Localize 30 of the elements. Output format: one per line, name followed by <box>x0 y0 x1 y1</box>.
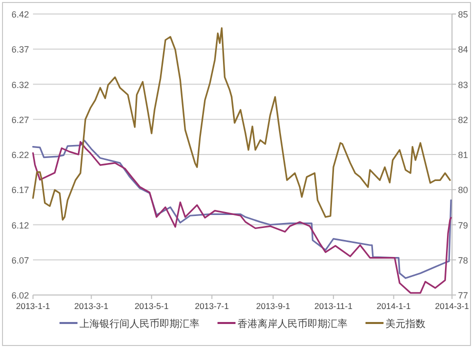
y-tick-label: 6.12 <box>11 220 29 230</box>
y-tick-label: 6.22 <box>11 150 29 160</box>
y2-tick-label: 80 <box>458 185 468 196</box>
x-tick-label: 2013-11-1 <box>314 301 353 311</box>
x-tick-label: 2013-7-1 <box>194 301 230 311</box>
y2-tick-label: 84 <box>458 44 468 55</box>
y2-tick-label: 77 <box>458 290 468 300</box>
y2-tick-label: 79 <box>458 220 468 230</box>
line-series <box>32 27 451 221</box>
y-tick-label: 6.42 <box>11 10 29 20</box>
y2-tick-label: 85 <box>458 10 468 20</box>
x-tick-label: 2013-1-1 <box>16 301 50 311</box>
y2-tick-label: 78 <box>458 255 468 266</box>
legend-label: 香港离岸人民币即期汇率 <box>238 318 348 330</box>
y-tick-label: 6.37 <box>11 44 29 55</box>
legend-label: 美元指数 <box>386 318 426 330</box>
y2-tick-label: 81 <box>458 150 468 160</box>
x-tick-label: 2014-1-1 <box>376 301 411 311</box>
y-tick-label: 6.17 <box>11 185 29 196</box>
x-tick-label: 2013-3-1 <box>74 301 109 311</box>
legend-label: 上海银行间人民币即期汇率 <box>80 318 200 330</box>
y2-tick-label: 83 <box>458 80 468 90</box>
x-tick-label: 2014-3-1 <box>434 301 470 311</box>
y-tick-label: 6.32 <box>11 80 29 90</box>
y-tick-label: 6.07 <box>11 255 29 266</box>
x-tick-label: 2013-9-1 <box>256 301 290 311</box>
y2-tick-label: 82 <box>458 114 468 125</box>
y-tick-label: 6.27 <box>11 114 29 125</box>
y-tick-label: 6.02 <box>11 290 29 300</box>
x-tick-label: 2013-5-1 <box>134 301 169 311</box>
